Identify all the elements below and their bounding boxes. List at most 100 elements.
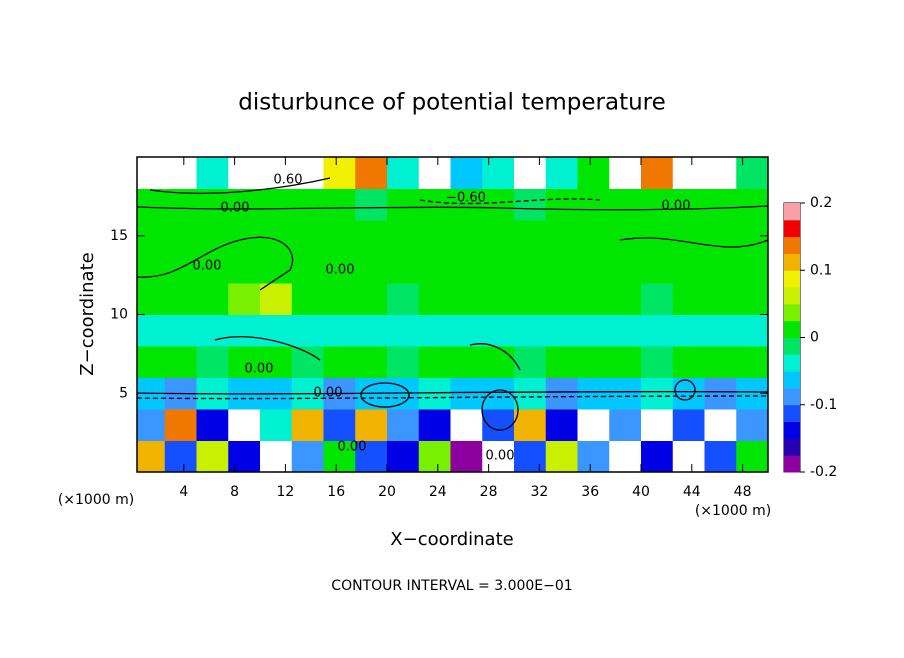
field-cell	[228, 314, 261, 347]
field-cell	[323, 283, 356, 315]
field-cell	[164, 220, 197, 252]
field-cell	[736, 251, 769, 284]
field-cell	[545, 188, 578, 221]
field-cell	[323, 409, 356, 441]
field-cell	[609, 409, 642, 441]
field-cell	[291, 220, 324, 252]
colorbar-segment	[784, 421, 800, 439]
field-cell	[387, 346, 420, 378]
field-cell	[418, 314, 451, 347]
x-axis-label: X−coordinate	[390, 529, 513, 550]
field-cell	[704, 283, 737, 315]
colorbar-segment	[784, 219, 800, 238]
field-cell	[323, 314, 356, 347]
field-cell	[260, 157, 293, 189]
field-cell	[164, 283, 197, 315]
x-tick-label: 16	[327, 484, 345, 500]
field-cell	[387, 409, 420, 441]
contour-label: 0.00	[245, 362, 274, 377]
contour-label: −0.60	[446, 191, 486, 206]
field-cell	[137, 283, 166, 315]
contour-line	[469, 343, 521, 371]
field-cell	[641, 283, 674, 315]
field-cell	[577, 251, 610, 284]
field-cell	[672, 314, 705, 347]
y-tick-label: 10	[110, 307, 128, 323]
field-cell	[641, 157, 674, 189]
contour-line	[136, 390, 769, 395]
field-cell	[355, 251, 388, 284]
x-tick-label: 8	[230, 484, 239, 500]
field-cell	[418, 440, 451, 473]
field-cell	[450, 409, 483, 441]
field-cell	[514, 251, 547, 284]
field-cell	[291, 314, 324, 347]
field-cell	[164, 314, 197, 347]
contour-line	[136, 205, 769, 211]
field-cell	[418, 251, 451, 284]
field-cell	[514, 440, 547, 473]
field-cell	[228, 220, 261, 252]
contour-line	[136, 236, 294, 291]
field-cell	[387, 251, 420, 284]
contour-label: 0.00	[486, 449, 515, 464]
field-cell	[450, 251, 483, 284]
contour-lines: 0.60 −0.60 0.00 0.00 0.00 0.00 0.00 0.00 0.00 0.0…	[136, 173, 769, 464]
field-cell	[291, 283, 324, 315]
field-cell	[164, 440, 197, 473]
field-cell	[577, 377, 610, 410]
field-cell	[736, 283, 769, 315]
field-cell	[418, 157, 451, 189]
x-tick-label: 40	[632, 484, 650, 500]
field-cell	[196, 220, 229, 252]
field-cell	[514, 283, 547, 315]
field-cell	[355, 440, 388, 473]
field-cell	[545, 346, 578, 378]
colorbar-segment	[784, 438, 800, 456]
field-cell	[482, 440, 515, 473]
field-cell	[704, 314, 737, 347]
field-cell	[323, 346, 356, 378]
field-cell	[450, 440, 483, 473]
x-tick-label: 12	[276, 484, 294, 500]
contour-label: 0.00	[314, 386, 343, 401]
colorbar-tick-label: -0.2	[810, 464, 837, 480]
field-cell	[482, 314, 515, 347]
field-cell	[577, 409, 610, 441]
field-cell	[609, 440, 642, 473]
colorbar-segment	[784, 404, 800, 423]
contour-line	[214, 336, 321, 361]
field-cell	[641, 440, 674, 473]
field-cell	[736, 188, 769, 221]
field-cell	[418, 409, 451, 441]
colorbar-segment	[784, 320, 800, 338]
contour-line	[674, 379, 696, 401]
field-cell	[260, 283, 293, 315]
field-cell	[196, 440, 229, 473]
x-tick-label: 4	[179, 484, 188, 500]
field-cell	[291, 440, 324, 473]
contour-line	[360, 382, 410, 408]
field-cell	[577, 188, 610, 221]
field-cell	[609, 283, 642, 315]
field-cell	[450, 346, 483, 378]
field-cell	[704, 251, 737, 284]
colorbar-segment	[784, 455, 800, 473]
field-cell	[672, 346, 705, 378]
field-cell	[514, 409, 547, 441]
footer-note: CONTOUR INTERVAL = 3.000E−01	[331, 578, 572, 594]
field-cell	[704, 157, 737, 189]
colorbar-tick-label: 0.1	[810, 262, 832, 278]
colorbar-segment	[784, 303, 800, 322]
field-cell	[137, 346, 166, 378]
field-cell	[450, 314, 483, 347]
field-cell	[672, 188, 705, 221]
field-cell	[196, 157, 229, 189]
field-cell	[355, 314, 388, 347]
field-cell	[514, 188, 547, 221]
y-tick-label: 5	[119, 385, 128, 401]
contour-label: 0.60	[274, 173, 303, 188]
field-cell	[228, 346, 261, 378]
field-cell	[736, 346, 769, 378]
field-cell	[704, 346, 737, 378]
